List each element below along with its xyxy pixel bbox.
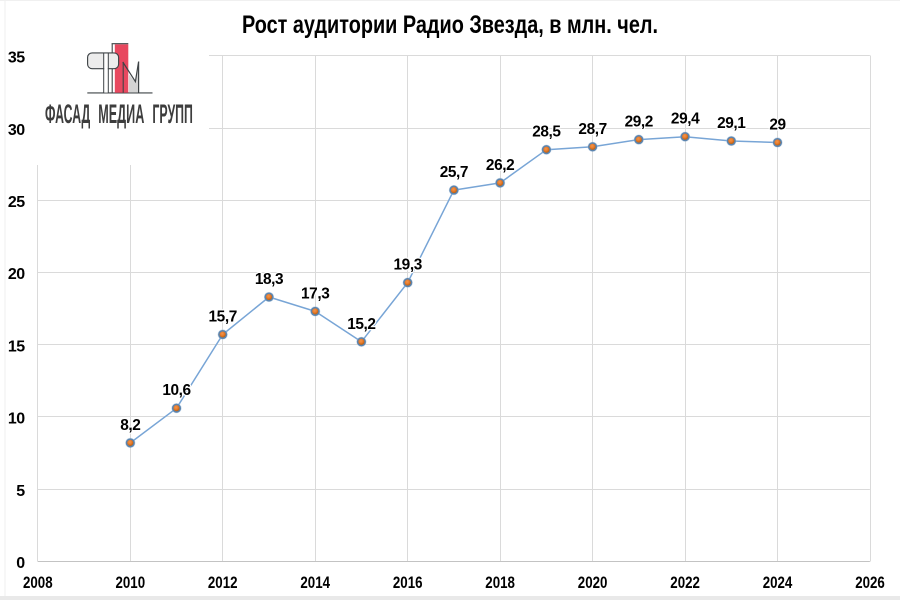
svg-text:МЕДИА: МЕДИА <box>98 99 144 129</box>
svg-text:18,3: 18,3 <box>255 271 283 288</box>
svg-text:15: 15 <box>8 339 25 356</box>
svg-text:2014: 2014 <box>300 574 330 592</box>
svg-text:35: 35 <box>8 50 25 67</box>
svg-text:2024: 2024 <box>763 574 793 592</box>
svg-text:25: 25 <box>8 194 25 211</box>
svg-text:10: 10 <box>8 411 25 428</box>
svg-text:29: 29 <box>769 117 785 134</box>
svg-text:5: 5 <box>16 483 25 500</box>
svg-text:2010: 2010 <box>116 574 146 592</box>
svg-text:15,7: 15,7 <box>209 309 237 326</box>
svg-text:10,6: 10,6 <box>162 382 190 399</box>
svg-text:Рост аудитории Радио Звезда, в: Рост аудитории Радио Звезда, в млн. чел. <box>242 11 658 39</box>
svg-text:26,2: 26,2 <box>486 157 514 174</box>
svg-text:0: 0 <box>16 555 25 572</box>
svg-text:15,2: 15,2 <box>347 316 375 333</box>
svg-text:2012: 2012 <box>208 574 238 592</box>
svg-text:17,3: 17,3 <box>301 285 329 302</box>
svg-text:29,4: 29,4 <box>671 111 700 128</box>
svg-text:28,5: 28,5 <box>532 124 561 141</box>
svg-text:25,7: 25,7 <box>440 164 468 181</box>
svg-text:19,3: 19,3 <box>394 257 422 274</box>
svg-text:28,7: 28,7 <box>578 121 606 138</box>
svg-text:ГРУПП: ГРУПП <box>152 99 193 129</box>
svg-text:2022: 2022 <box>670 574 700 592</box>
svg-text:ФАСАД: ФАСАД <box>45 99 90 129</box>
svg-text:2016: 2016 <box>393 574 423 592</box>
svg-text:30: 30 <box>8 122 25 139</box>
svg-text:2026: 2026 <box>855 574 885 592</box>
svg-text:29,2: 29,2 <box>625 114 653 131</box>
svg-text:20: 20 <box>8 266 25 283</box>
svg-text:2020: 2020 <box>578 574 608 592</box>
svg-text:29,1: 29,1 <box>717 115 746 132</box>
svg-text:2018: 2018 <box>485 574 515 592</box>
svg-text:8,2: 8,2 <box>120 417 140 434</box>
svg-text:2008: 2008 <box>23 574 53 592</box>
